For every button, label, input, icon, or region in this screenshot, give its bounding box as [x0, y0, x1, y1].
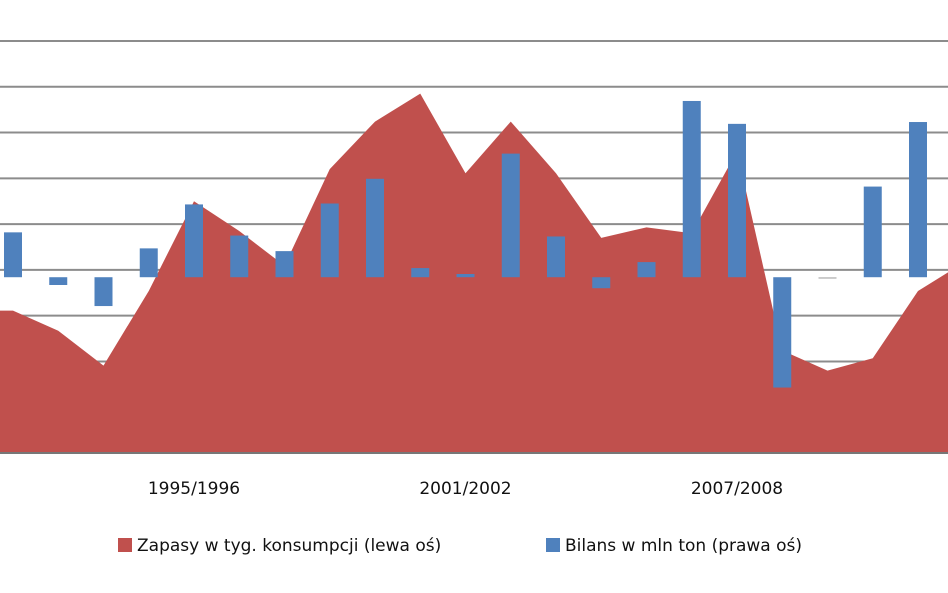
bar [592, 277, 611, 289]
bar [773, 277, 792, 388]
bar [139, 248, 158, 278]
bar [275, 251, 294, 278]
bar [411, 268, 430, 278]
bar [456, 274, 475, 278]
bar [818, 277, 837, 279]
bar [682, 100, 701, 278]
bar [863, 186, 882, 278]
area [0, 93, 948, 453]
bar [185, 204, 203, 278]
bar [94, 277, 113, 307]
bar [909, 122, 927, 278]
legend-swatch [118, 538, 132, 552]
bar [501, 153, 520, 278]
bar [728, 123, 746, 278]
bar [637, 262, 656, 278]
bar [320, 203, 339, 278]
legend-label: Bilans w mln ton (prawa oś) [565, 536, 802, 556]
bar [547, 236, 565, 278]
bar [49, 277, 68, 285]
legend-swatch [546, 538, 560, 552]
x-tick-label: 1995/1996 [148, 479, 240, 499]
x-tick-label: 2007/2008 [691, 479, 783, 499]
x-tick-label: 2001/2002 [419, 479, 511, 499]
bar [366, 178, 384, 278]
bar [230, 235, 249, 278]
bar [4, 232, 22, 278]
legend-label: Zapasy w tyg. konsumpcji (lewa oś) [137, 536, 441, 556]
